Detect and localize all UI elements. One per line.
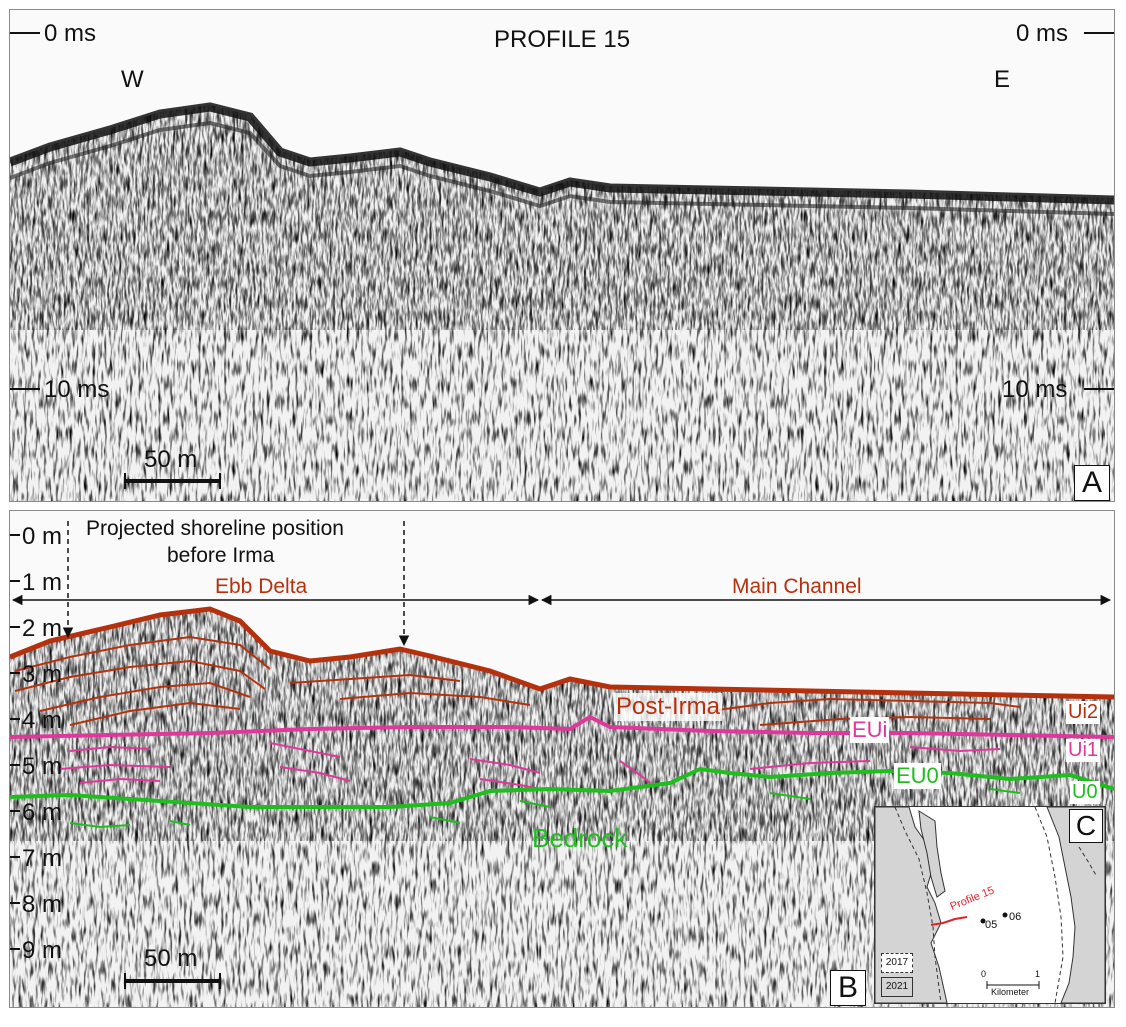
time-label-mid-left: 10 ms [44, 376, 110, 403]
panel-a-seismic-profile: 0 ms 0 ms PROFILE 15 W E 10 ms 10 ms 50 … [9, 9, 1115, 502]
unit-label-ui1: Ui1 [1066, 739, 1101, 762]
unit-label-ui2: Ui2 [1066, 701, 1101, 724]
unit-label-eu0: EU0 [894, 763, 941, 789]
panel-label-b: B [830, 970, 866, 1006]
depth-label-0: 0 m [22, 523, 63, 550]
inset-point-05: 05 [985, 919, 998, 931]
depth-label-3: 3 m [22, 661, 63, 688]
depth-label-6: 6 m [22, 799, 63, 826]
panel-a-seismic-image [10, 32, 1114, 501]
profile-title: PROFILE 15 [494, 26, 631, 53]
legend-2017: 2017 [881, 953, 913, 973]
panel-b-interpreted-profile: 0 m 1 m 2 m 3 m 4 m 5 m 6 m 7 m 8 m 9 m … [9, 510, 1115, 1008]
unit-label-bedrock: Bedrock [532, 823, 628, 853]
inset-scale-unit: Kilometer [991, 987, 1030, 997]
inset-point-06: 06 [1009, 911, 1022, 923]
inset-scale-one: 1 [1035, 969, 1041, 979]
depth-label-7: 7 m [22, 845, 63, 872]
panel-label-a: A [1074, 465, 1110, 501]
scale-bar-label-b: 50 m [144, 945, 198, 972]
zone-label-ebb-delta: Ebb Delta [215, 575, 308, 598]
shoreline-note-line1: Projected shoreline position [86, 517, 344, 540]
west-label: W [121, 66, 144, 93]
depth-label-8: 8 m [22, 891, 63, 918]
time-label-mid-right: 10 ms [1002, 376, 1068, 403]
depth-label-4: 4 m [22, 707, 63, 734]
unit-label-post-irma: Post-Irma [614, 693, 723, 721]
scale-bar-label: 50 m [144, 446, 198, 473]
shoreline-note-line2: before Irma [167, 544, 275, 567]
inset-scale-zero: 0 [981, 969, 987, 979]
eui-horizon [10, 714, 1114, 739]
depth-label-2: 2 m [22, 615, 63, 642]
depth-label-5: 5 m [22, 753, 63, 780]
depth-label-1: 1 m [22, 569, 63, 596]
depth-label-9: 9 m [22, 937, 63, 964]
time-label-top-right: 0 ms [1016, 20, 1069, 47]
time-label-top-left: 0 ms [44, 20, 97, 47]
panel-b-interpretation-image [10, 521, 1114, 1007]
legend-2021: 2021 [881, 977, 913, 997]
unit-label-eui: EUi [850, 717, 890, 743]
inset-location-map: Profile 15 05 06 2017 2021 0 1 Kilometer… [874, 806, 1106, 1004]
post-irma-horizon [10, 606, 1114, 700]
east-label: E [994, 66, 1011, 93]
unit-label-u0: U0 [1070, 781, 1100, 804]
zone-label-main-channel: Main Channel [732, 575, 862, 598]
panel-label-c: C [1069, 809, 1103, 843]
